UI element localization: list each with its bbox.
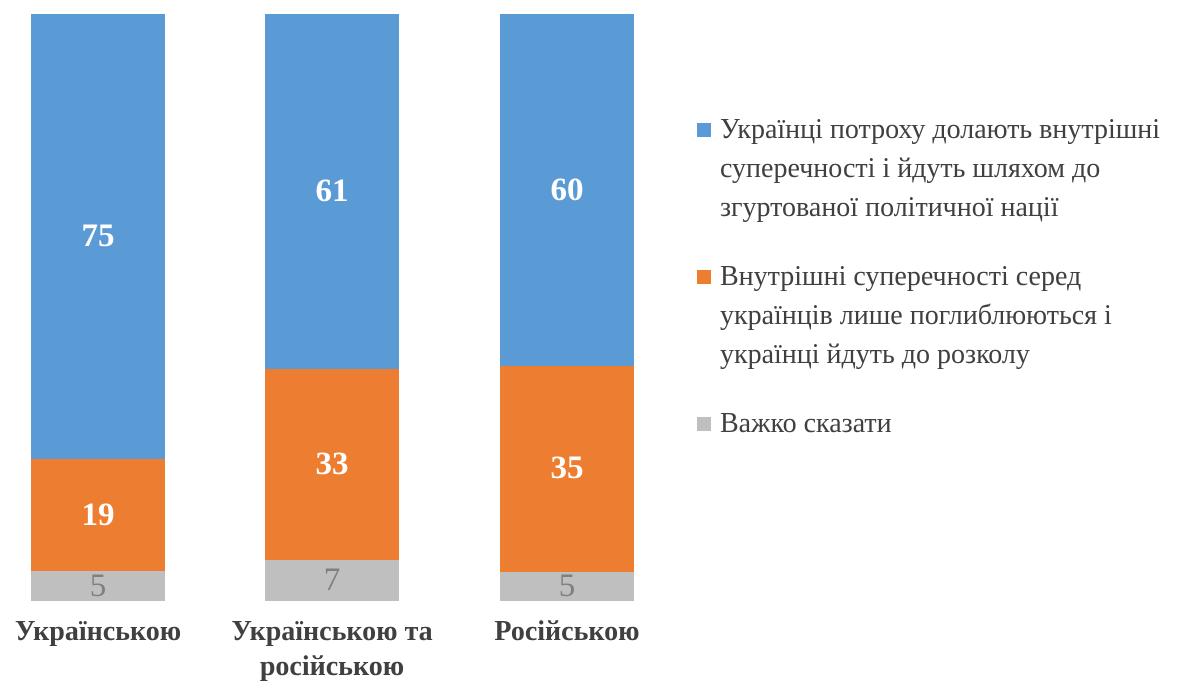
data-label: 7 [323,562,341,599]
stacked-bar-1: 75 19 5 [31,14,165,601]
data-label: 75 [81,217,115,254]
category-label-1: Українською [14,616,182,647]
legend-item-cohesion: Українці потроху долають внутрішні супер… [697,110,1195,227]
legend-swatch-blue-icon [697,123,711,137]
data-label: 5 [89,571,107,601]
bar-segment-series3-cat2: 7 [265,560,399,601]
data-label: 33 [315,445,349,482]
bar-segment-series3-cat3: 5 [500,571,634,601]
bar-segment-series3-cat1: 5 [31,571,165,601]
legend: Українці потроху долають внутрішні супер… [697,110,1189,473]
data-label: 5 [558,571,576,601]
stacked-bar-3: 60 35 5 [500,14,634,601]
legend-label-cohesion: Українці потроху долають внутрішні супер… [720,114,1161,223]
bar-segment-series2-cat3: 35 [500,366,634,572]
stacked-bar-2: 61 33 7 [265,14,399,601]
bar-segment-series1-cat3: 60 [500,14,634,367]
category-label-3: Російською [494,616,640,647]
bar-segment-series2-cat2: 33 [265,368,399,561]
bar-segment-series1-cat1: 75 [31,14,165,459]
data-label: 35 [550,450,584,487]
bar-segment-series1-cat2: 61 [265,14,399,369]
legend-label-hard-to-say: Важко сказати [720,408,892,439]
data-label: 19 [81,496,115,533]
legend-item-hard-to-say: Важко сказати [697,404,1195,443]
legend-swatch-gray-icon [697,417,711,431]
legend-label-split: Внутрішні суперечності серед українців л… [720,261,1112,370]
data-label: 61 [315,172,349,209]
legend-item-split: Внутрішні суперечності серед українців л… [697,257,1195,374]
legend-swatch-orange-icon [697,270,711,284]
bar-segment-series2-cat1: 19 [31,458,165,572]
category-label-2: Українською та російською [231,616,433,682]
data-label: 60 [550,171,584,208]
